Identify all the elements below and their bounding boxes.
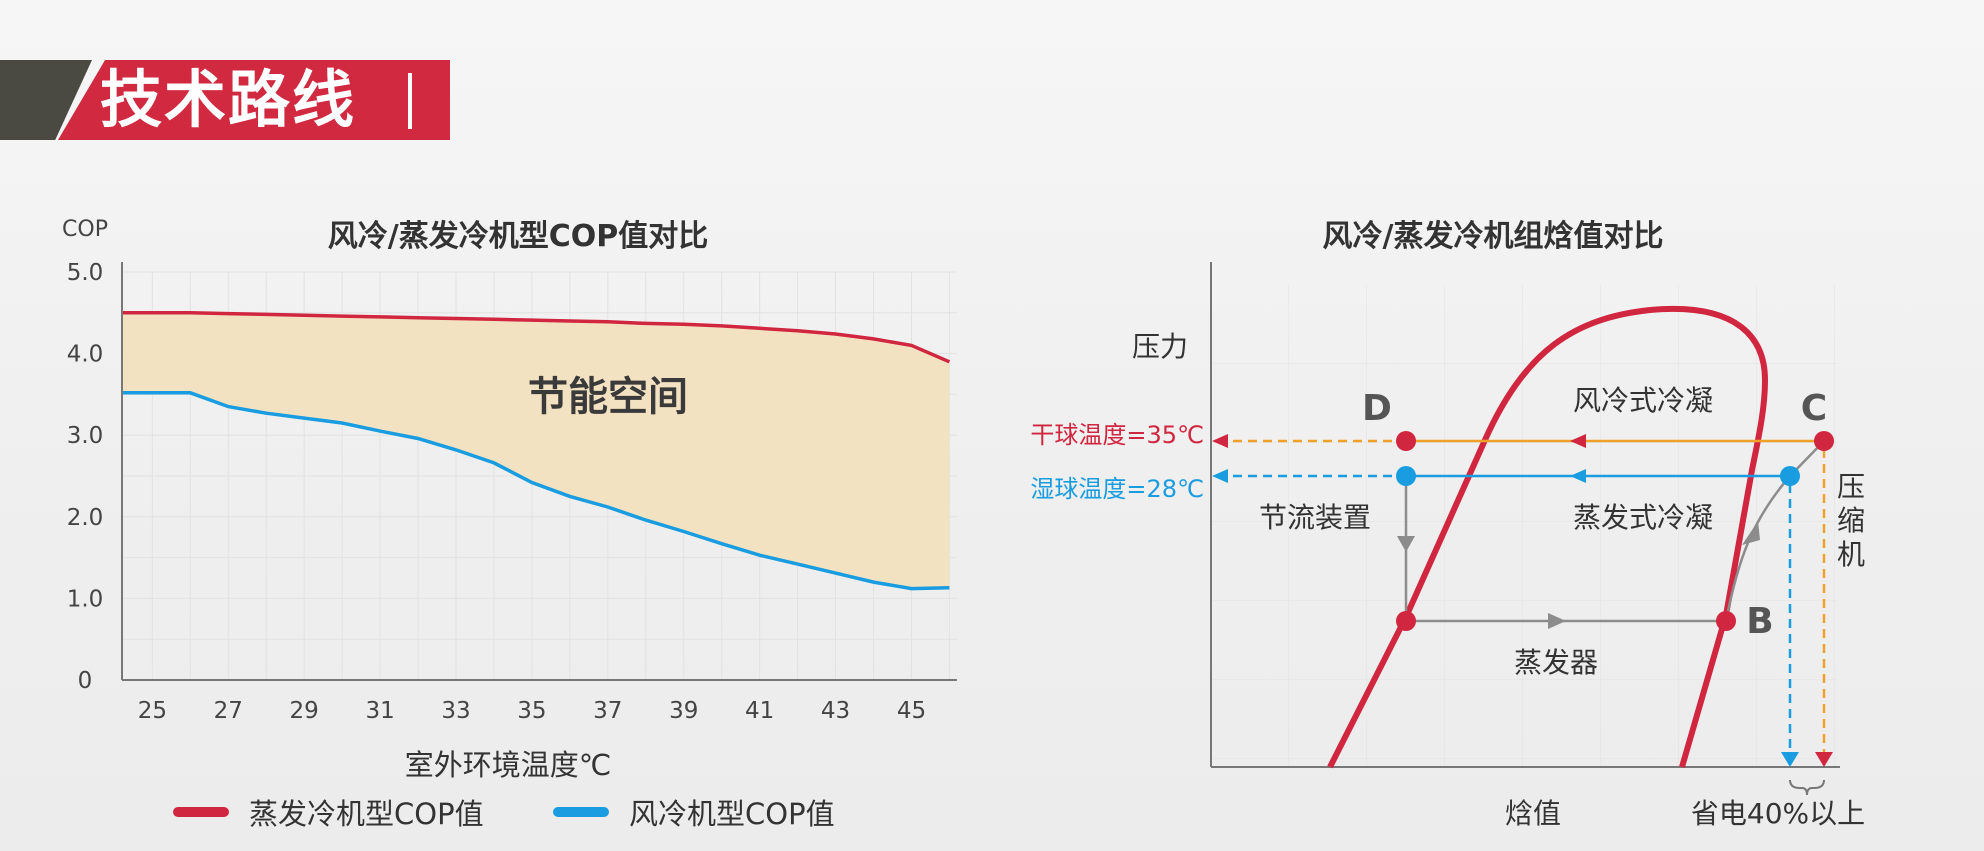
y-tick-labels: 0 1.0 2.0 3.0 4.0 5.0	[67, 260, 104, 694]
y-tick-label: 0	[78, 668, 93, 694]
saving-gap-area	[122, 312, 950, 589]
diagram-grid	[1211, 285, 1837, 767]
b-drop-arrow-icon	[1781, 752, 1799, 767]
series-line-air	[122, 391, 950, 591]
evaporator-arrow-icon	[1548, 613, 1566, 629]
y-axis-label: COP	[62, 217, 108, 242]
y-tick-label: 3.0	[67, 423, 104, 449]
legend-item-evap: 蒸发冷机型COP值	[173, 792, 484, 832]
compression-arrow-icon	[1742, 521, 1760, 545]
legend-swatch-air	[553, 807, 609, 817]
title-band-red-panel	[58, 60, 450, 140]
point-b-dot	[1716, 611, 1736, 631]
y-tick-label: 5.0	[67, 260, 104, 286]
chart-axes	[121, 262, 957, 681]
y-tick-label: 1.0	[67, 586, 104, 612]
legend-item-air: 风冷机型COP值	[553, 792, 835, 832]
x-tick-label: 41	[745, 698, 774, 724]
air-condense-label: 风冷式冷凝	[1573, 384, 1713, 417]
x-tick-label: 39	[669, 698, 698, 724]
x-tick-label: 25	[138, 698, 167, 724]
x-tick-label: 35	[517, 698, 546, 724]
page-title: 技术路线	[100, 63, 357, 136]
y-tick-label: 2.0	[67, 505, 104, 531]
chart-title: 风冷/蒸发冷机型COP值对比	[328, 219, 708, 254]
air-condense-arrow-icon	[1570, 434, 1586, 448]
diagram-y-axis-label: 压力	[1132, 330, 1188, 363]
evaporator-label: 蒸发器	[1514, 646, 1598, 679]
saving-label: 省电40%以上	[1691, 797, 1865, 830]
point-throttle-bottom-dot	[1396, 611, 1416, 631]
x-tick-label: 31	[365, 698, 394, 724]
diagram-x-axis-label: 焓值	[1505, 797, 1561, 830]
legend-label-evap: 蒸发冷机型COP值	[249, 797, 484, 831]
x-tick-label: 33	[441, 698, 470, 724]
point-c-label: C	[1801, 388, 1827, 429]
evap-condense-label: 蒸发式冷凝	[1573, 501, 1713, 534]
x-tick-label: 27	[214, 698, 243, 724]
x-tick-label: 37	[593, 698, 622, 724]
legend-label-air: 风冷机型COP值	[629, 797, 835, 831]
legend-swatch-evap	[173, 807, 229, 817]
c-drop-arrow-icon	[1815, 752, 1833, 767]
x-axis-label: 室外环境温度℃	[405, 748, 612, 782]
saving-brace-icon	[1789, 779, 1825, 796]
title-divider	[408, 73, 412, 129]
point-c-dot	[1814, 431, 1834, 451]
compressor-label: 压缩机	[1837, 470, 1865, 571]
x-tick-label: 45	[897, 698, 926, 724]
dry-bulb-arrow-icon	[1212, 434, 1228, 448]
series-line-evap	[122, 311, 951, 364]
throttle-arrow-icon	[1397, 536, 1415, 552]
wet-bulb-label: 湿球温度=28℃	[1030, 475, 1204, 503]
saving-annotation: 节能空间	[528, 374, 688, 420]
throttle-label: 节流装置	[1259, 501, 1371, 534]
evap-condense-arrow-icon	[1570, 469, 1586, 483]
point-b-label: B	[1746, 601, 1773, 642]
wet-bulb-arrow-icon	[1212, 469, 1228, 483]
diagram-title: 风冷/蒸发冷机组焓值对比	[1323, 219, 1664, 254]
point-d-label: D	[1362, 388, 1392, 429]
x-tick-label: 43	[821, 698, 850, 724]
y-tick-label: 4.0	[67, 342, 104, 368]
title-band	[0, 60, 460, 140]
point-d-wet-dot	[1396, 466, 1416, 486]
x-tick-labels: 25 27 29 31 33 35 37 39 41 43 45	[138, 698, 926, 724]
x-tick-label: 29	[290, 698, 319, 724]
point-d-dot	[1396, 431, 1416, 451]
saturation-dome	[1327, 305, 1769, 769]
dry-bulb-label: 干球温度=35℃	[1030, 421, 1204, 449]
point-evap-c-dot	[1780, 466, 1800, 486]
